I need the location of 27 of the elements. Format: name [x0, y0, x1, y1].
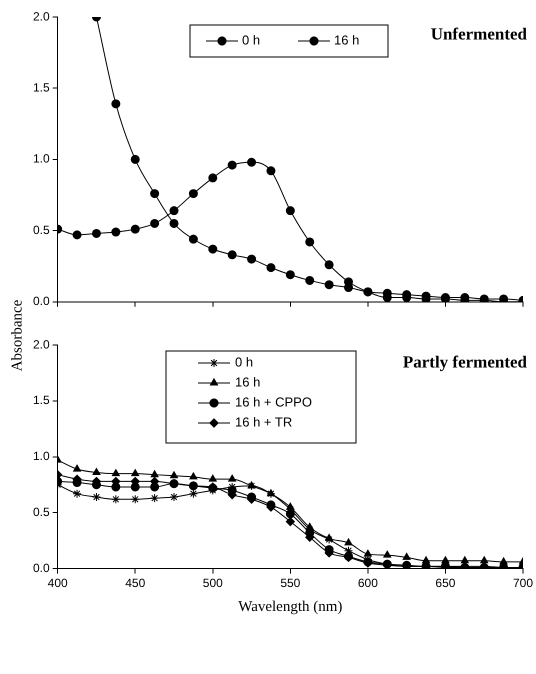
legend-label: 0 h	[242, 32, 260, 48]
chart-title: Unfermented	[430, 24, 528, 44]
legend-label: 16 h + TR	[235, 414, 292, 430]
y-tick-label: 0.0	[32, 294, 50, 308]
x-tick-label: 600	[358, 576, 378, 590]
y-tick-label: 1.5	[32, 80, 50, 95]
x-tick-label: 650	[435, 576, 456, 590]
x-tick-label: 550	[280, 576, 301, 590]
y-tick-label: 1.0	[32, 152, 50, 166]
legend-label: 0 h	[235, 354, 254, 370]
y-tick-label: 0.5	[32, 505, 50, 520]
y-axis-title: Absorbance	[9, 299, 26, 371]
y-tick-label: 0.5	[32, 222, 50, 237]
legend-label: 16 h + CPPO	[235, 394, 312, 410]
legend-label: 16 h	[334, 32, 360, 48]
x-tick-label: 400	[48, 576, 68, 590]
x-tick-label: 500	[202, 576, 224, 590]
y-tick-label: 0.0	[32, 560, 50, 575]
y-tick-label: 1.0	[32, 449, 50, 464]
y-tick-label: 2.0	[32, 9, 50, 24]
y-tick-label: 2.0	[32, 337, 50, 352]
chart-title: Partly fermented	[402, 352, 528, 372]
x-tick-label: 700	[512, 576, 534, 590]
y-tick-label: 1.5	[32, 393, 50, 408]
x-tick-label: 450	[125, 576, 146, 590]
legend-label: 16 h	[235, 374, 260, 390]
x-axis-title: Wavelength (nm)	[238, 598, 342, 615]
